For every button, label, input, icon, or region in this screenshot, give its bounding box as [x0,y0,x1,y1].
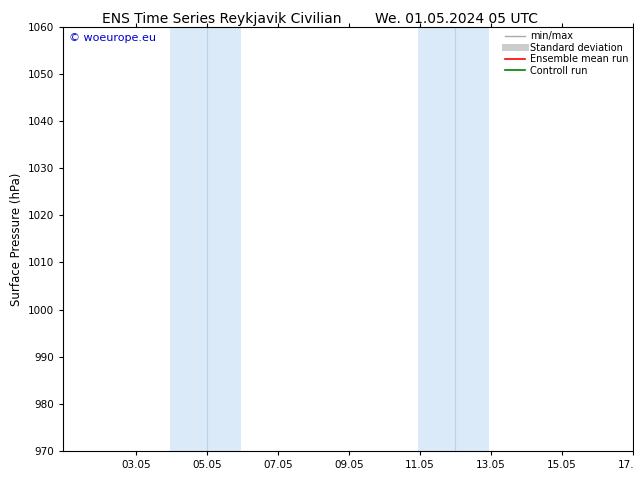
Y-axis label: Surface Pressure (hPa): Surface Pressure (hPa) [10,172,23,306]
Bar [418,27,489,451]
Text: ENS Time Series Reykjavik Civilian: ENS Time Series Reykjavik Civilian [102,12,342,26]
Text: © woeurope.eu: © woeurope.eu [69,33,156,43]
Legend: min/max, Standard deviation, Ensemble mean run, Controll run: min/max, Standard deviation, Ensemble me… [501,27,632,79]
Bar [170,27,241,451]
Text: We. 01.05.2024 05 UTC: We. 01.05.2024 05 UTC [375,12,538,26]
